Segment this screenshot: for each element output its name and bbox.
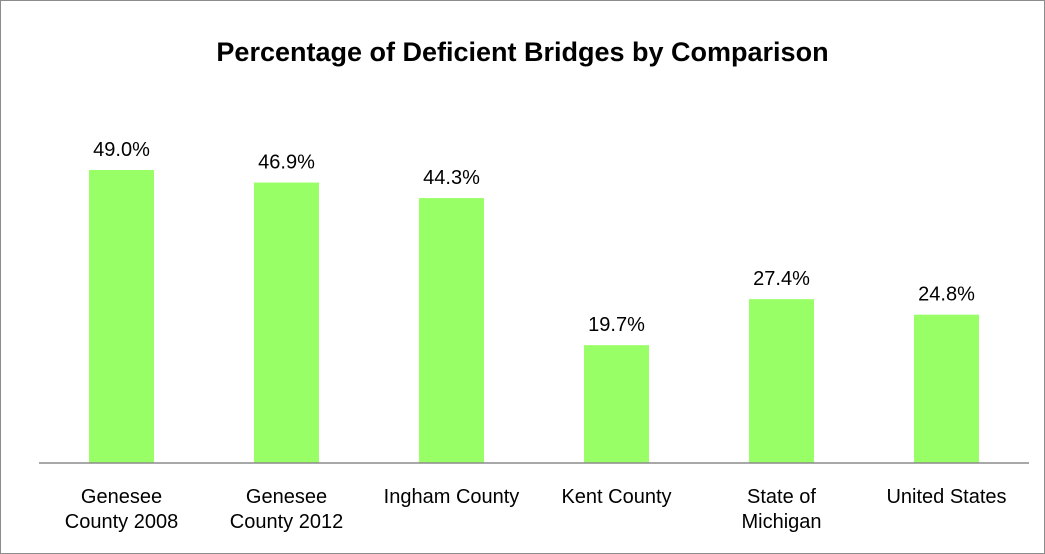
data-label: 24.8% xyxy=(918,284,975,306)
data-label: 44.3% xyxy=(423,167,480,189)
x-tick-label: Ingham County xyxy=(383,486,520,508)
bar xyxy=(419,198,484,463)
bar xyxy=(749,299,814,463)
x-tick-label: United States xyxy=(886,486,1007,508)
x-tick-label: Genesee County 2012 xyxy=(229,486,344,533)
data-label: 27.4% xyxy=(753,268,810,290)
x-tick-label: Genesee County 2008 xyxy=(64,486,179,533)
data-label: 46.9% xyxy=(258,152,315,174)
bar xyxy=(254,182,319,463)
bar xyxy=(914,314,979,463)
data-label: 49.0% xyxy=(93,139,150,161)
bar xyxy=(89,169,154,464)
chart-title: Percentage of Deficient Bridges by Compa… xyxy=(216,37,829,67)
x-tick-label: State of Michigan xyxy=(741,486,822,533)
bar xyxy=(584,345,649,463)
x-tick-label: Kent County xyxy=(561,486,672,508)
data-label: 19.7% xyxy=(588,314,645,336)
